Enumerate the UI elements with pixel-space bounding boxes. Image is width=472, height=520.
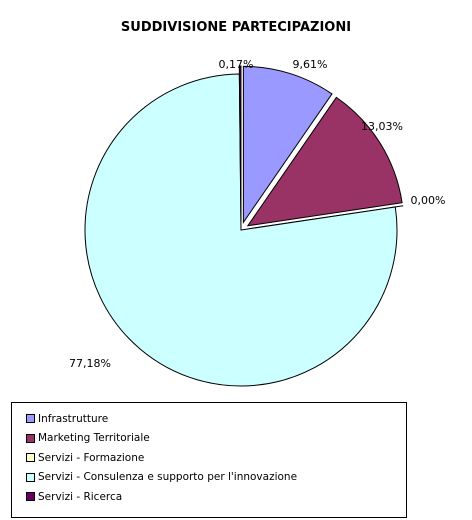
legend-swatch bbox=[26, 433, 35, 443]
data-label-servizi-formazione: 0,00% bbox=[411, 194, 446, 207]
legend-swatch bbox=[26, 472, 35, 482]
pie-slice-servizi-ricerca bbox=[238, 65, 242, 223]
chart-title: SUDDIVISIONE PARTECIPAZIONI bbox=[121, 20, 351, 35]
data-label-marketing-territoriale: 13,03% bbox=[361, 120, 403, 133]
legend-item-infrastrutture: Infrastrutture bbox=[26, 409, 406, 429]
pie-chart: SUDDIVISIONE PARTECIPAZIONI 9,61% 13,03% 0… bbox=[69, 20, 446, 387]
pie-slice-marketing-territoriale bbox=[246, 96, 403, 227]
legend-swatch bbox=[26, 453, 35, 463]
legend-label: Servizi - Ricerca bbox=[38, 490, 123, 503]
data-label-infrastrutture: 9,61% bbox=[293, 58, 328, 71]
pie-slice-infrastrutture bbox=[242, 65, 333, 224]
pie-slice-servizi-consulenza-e-supporto-per-l-innovazione bbox=[84, 73, 398, 387]
data-label-servizi-consulenza-e-supporto-per-l-innovazione: 77,18% bbox=[69, 357, 111, 370]
data-label-servizi-ricerca: 0,17% bbox=[219, 58, 254, 71]
legend-item-servizi-consulenza: Servizi - Consulenza e supporto per l'in… bbox=[26, 468, 406, 488]
legend-label: Servizi - Formazione bbox=[38, 451, 145, 464]
legend-item-servizi-ricerca: Servizi - Ricerca bbox=[26, 487, 406, 507]
legend-item-servizi-formazione: Servizi - Formazione bbox=[26, 448, 406, 468]
legend-label: Servizi - Consulenza e supporto per l'in… bbox=[38, 471, 298, 484]
legend: Infrastrutture Marketing Territoriale Se… bbox=[11, 402, 407, 518]
legend-swatch bbox=[26, 414, 35, 424]
legend-item-marketing-territoriale: Marketing Territoriale bbox=[26, 429, 406, 449]
legend-swatch bbox=[26, 492, 35, 502]
legend-label: Infrastrutture bbox=[38, 412, 109, 425]
legend-label: Marketing Territoriale bbox=[38, 432, 150, 445]
